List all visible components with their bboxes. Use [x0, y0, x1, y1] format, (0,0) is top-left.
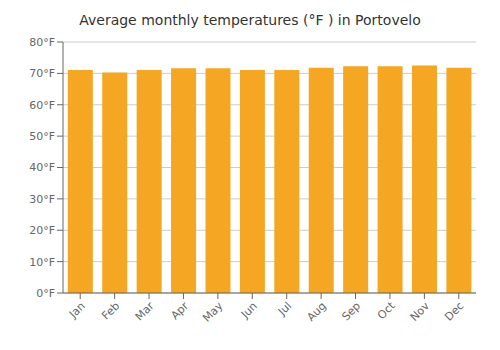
svg-text:Mar: Mar: [133, 299, 157, 323]
svg-text:Apr: Apr: [168, 299, 191, 322]
svg-text:20°F: 20°F: [29, 224, 55, 237]
svg-text:Jun: Jun: [238, 299, 260, 321]
html-text:Average monthly temperatures (: Average monthly temperatures (°F ) in Po…: [79, 12, 421, 28]
svg-text:Oct: Oct: [375, 299, 398, 322]
svg-text:May: May: [200, 299, 226, 325]
svg-text:Jan: Jan: [66, 299, 88, 321]
svg-text:Aug: Aug: [304, 299, 328, 323]
svg-text:Nov: Nov: [408, 299, 433, 324]
svg-text:10°F: 10°F: [29, 256, 55, 269]
svg-text:60°F: 60°F: [29, 99, 55, 112]
svg-text:70°F: 70°F: [29, 67, 55, 80]
svg-text:40°F: 40°F: [29, 161, 55, 174]
svg-text:30°F: 30°F: [29, 193, 55, 206]
svg-text:Dec: Dec: [442, 299, 466, 323]
svg-text:50°F: 50°F: [29, 130, 55, 143]
svg-text:Sep: Sep: [339, 299, 363, 323]
svg-text:Jul: Jul: [275, 299, 294, 318]
svg-text:0°F: 0°F: [36, 287, 55, 300]
svg-text:80°F: 80°F: [29, 36, 55, 49]
svg-text:Feb: Feb: [99, 299, 122, 322]
